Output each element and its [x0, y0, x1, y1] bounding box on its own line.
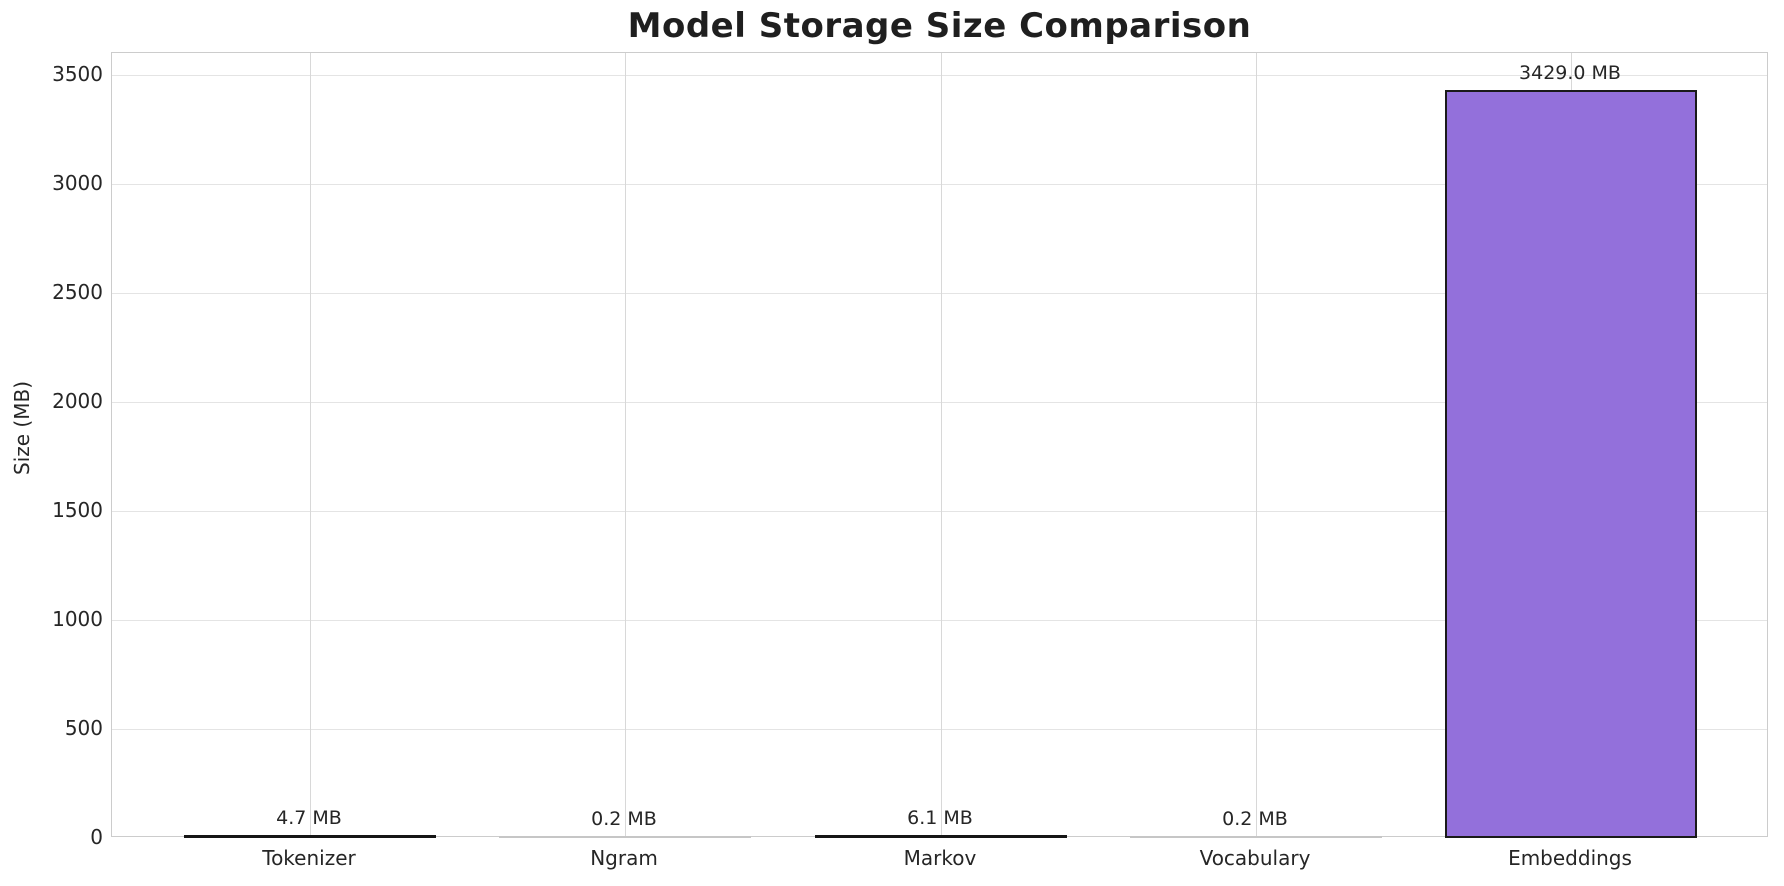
- y-tick-label: 3000: [52, 171, 103, 195]
- h-gridline: [112, 511, 1767, 512]
- bar-value-label: 0.2 MB: [1222, 808, 1288, 830]
- bar-value-label: 4.7 MB: [276, 807, 342, 829]
- y-tick-label: 500: [64, 716, 103, 740]
- bar-value-label: 3429.0 MB: [1519, 62, 1621, 84]
- bar-tokenizer: [184, 835, 436, 838]
- bar-ngram: [499, 836, 751, 838]
- x-tick-label-embeddings: Embeddings: [1508, 846, 1632, 870]
- h-gridline: [112, 729, 1767, 730]
- y-tick-label: 2000: [52, 389, 103, 413]
- v-gridline: [1256, 53, 1257, 836]
- chart-title: Model Storage Size Comparison: [627, 6, 1252, 46]
- bar-embeddings: [1445, 90, 1697, 838]
- h-gridline: [112, 402, 1767, 403]
- y-tick-label: 1000: [52, 607, 103, 631]
- v-gridline: [310, 53, 311, 836]
- plot-area: [111, 52, 1768, 838]
- bar-value-label: 6.1 MB: [907, 807, 973, 829]
- x-tick-label-markov: Markov: [903, 846, 977, 870]
- v-gridline: [941, 53, 942, 836]
- h-gridline: [112, 75, 1767, 76]
- v-gridline: [625, 53, 626, 836]
- y-tick-label: 3500: [52, 62, 103, 86]
- h-gridline: [112, 620, 1767, 621]
- y-tick-label: 1500: [52, 498, 103, 522]
- x-tick-label-ngram: Ngram: [590, 846, 658, 870]
- bar-markov: [815, 835, 1067, 838]
- x-tick-label-vocabulary: Vocabulary: [1199, 846, 1311, 870]
- h-gridline: [112, 293, 1767, 294]
- y-tick-label: 0: [90, 825, 103, 849]
- h-gridline: [112, 184, 1767, 185]
- y-tick-label: 2500: [52, 280, 103, 304]
- bar-value-label: 0.2 MB: [591, 808, 657, 830]
- x-tick-label-tokenizer: Tokenizer: [262, 846, 356, 870]
- bar-vocabulary: [1130, 836, 1382, 838]
